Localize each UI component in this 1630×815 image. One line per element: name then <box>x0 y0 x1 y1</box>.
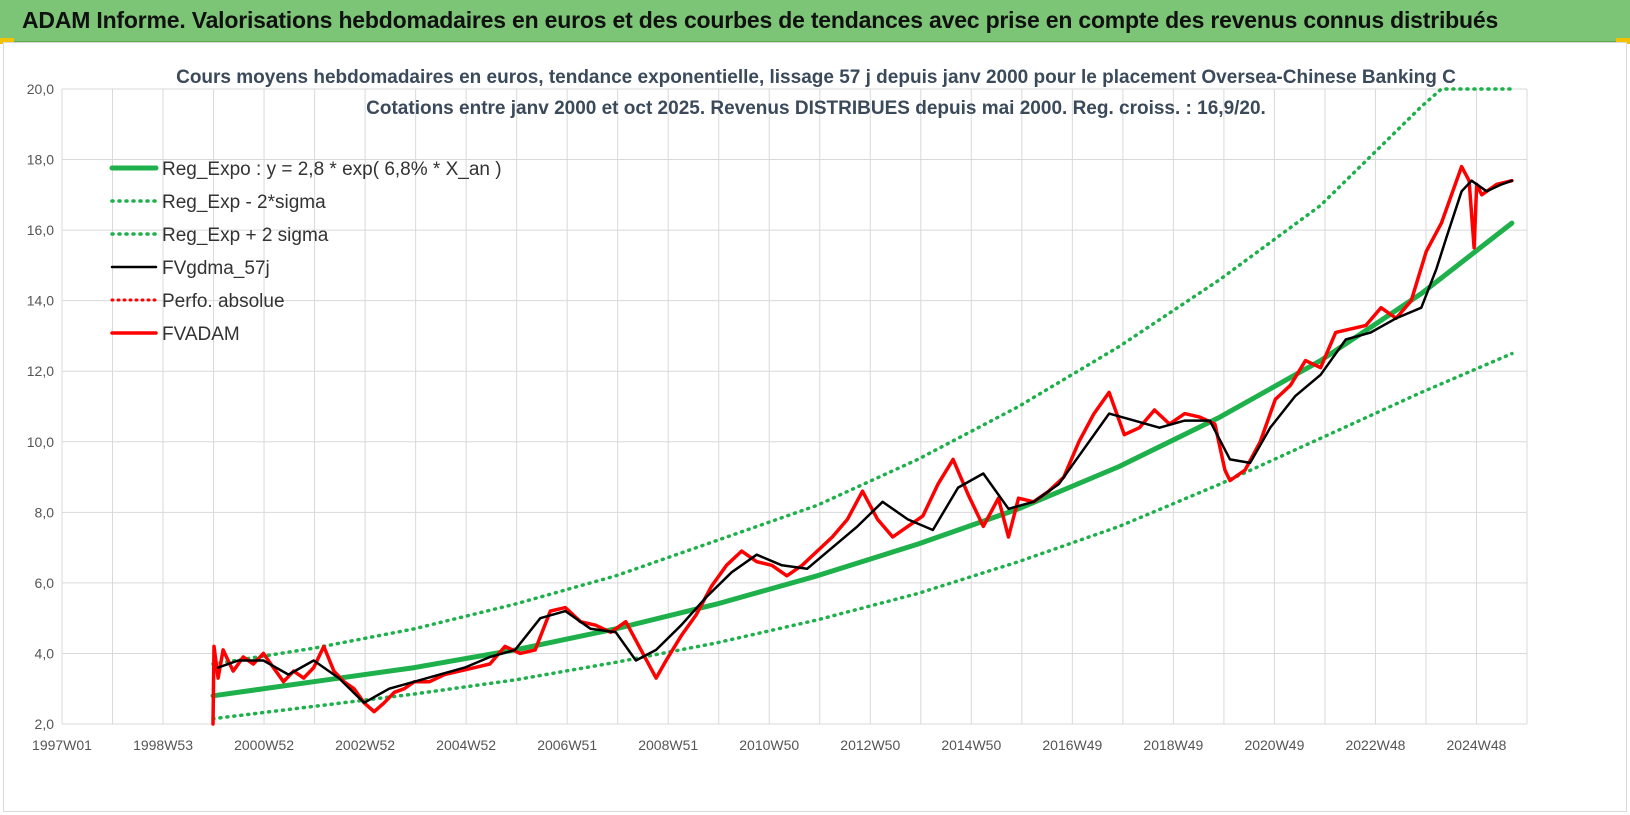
legend-label: FVADAM <box>162 324 240 345</box>
x-tick-label: 2000W52 <box>234 737 294 753</box>
series-line-0 <box>210 220 1515 699</box>
x-tick-label: 1998W53 <box>133 737 193 753</box>
legend-label: Reg_Exp - 2*sigma <box>162 192 326 213</box>
y-tick-label: 2,0 <box>35 716 55 732</box>
y-tick-label: 18,0 <box>27 152 54 168</box>
legend-label: Reg_Expo : y = 2,8 * exp( 6,8% * X_an ) <box>162 159 502 180</box>
series-layer <box>210 87 1515 726</box>
x-tick-label: 2002W52 <box>335 737 395 753</box>
x-tick-label: 2016W49 <box>1042 737 1102 753</box>
y-tick-label: 6,0 <box>35 575 55 591</box>
x-tick-label: 2008W51 <box>638 737 698 753</box>
corner-marker-right <box>1616 38 1630 44</box>
chart-area: 2,0 4,0 6,0 8,0 10,0 12,0 14,0 16,0 18,0 20,0 1997… <box>3 42 1627 812</box>
tick-labels: 2,0 4,0 6,0 8,0 10,0 12,0 14,0 16,0 18,0 20,0 1997… <box>27 81 1507 753</box>
series-line-3 <box>216 179 1514 705</box>
y-tick-label: 14,0 <box>27 293 54 309</box>
y-tick-label: 20,0 <box>27 81 54 97</box>
legend-label: Perfo. absolue <box>162 291 285 312</box>
y-tick-label: 12,0 <box>27 363 54 379</box>
chart-subtitle: Cotations entre janv 2000 et oct 2025. R… <box>366 98 1266 119</box>
legend: Reg_Expo : y = 2,8 * exp( 6,8% * X_an ) R… <box>109 159 502 345</box>
x-tick-label: 2020W49 <box>1244 737 1304 753</box>
chart-svg: 2,0 4,0 6,0 8,0 10,0 12,0 14,0 16,0 18,0 20,0 1997… <box>27 67 1528 753</box>
x-tick-label: 2018W49 <box>1143 737 1203 753</box>
legend-label: FVgdma_57j <box>162 258 270 279</box>
y-tick-label: 4,0 <box>35 645 55 661</box>
x-tick-label: 2024W48 <box>1447 737 1507 753</box>
x-tick-label: 2006W51 <box>537 737 597 753</box>
grid <box>61 88 1528 725</box>
y-tick-label: 8,0 <box>35 504 55 520</box>
x-tick-label: 2022W48 <box>1345 737 1405 753</box>
x-tick-label: 2014W50 <box>941 737 1001 753</box>
corner-marker-left <box>0 38 14 44</box>
chart-titles: Cours moyens hebdomadaires en euros, ten… <box>176 67 1456 119</box>
x-tick-label: 2012W50 <box>840 737 900 753</box>
report-banner: ADAM Informe. Valorisations hebdomadaire… <box>0 0 1630 42</box>
series-line-2 <box>211 87 1514 666</box>
report-title: ADAM Informe. Valorisations hebdomadaire… <box>22 7 1499 33</box>
y-tick-label: 10,0 <box>27 434 54 450</box>
x-tick-label: 2004W52 <box>436 737 496 753</box>
x-tick-label: 1997W01 <box>32 737 92 753</box>
y-tick-label: 16,0 <box>27 222 54 238</box>
series-line-5 <box>211 164 1514 726</box>
series-line-1 <box>211 351 1514 721</box>
x-tick-label: 2010W50 <box>739 737 799 753</box>
chart-title: Cours moyens hebdomadaires en euros, ten… <box>176 67 1456 88</box>
legend-label: Reg_Exp + 2 sigma <box>162 225 329 246</box>
